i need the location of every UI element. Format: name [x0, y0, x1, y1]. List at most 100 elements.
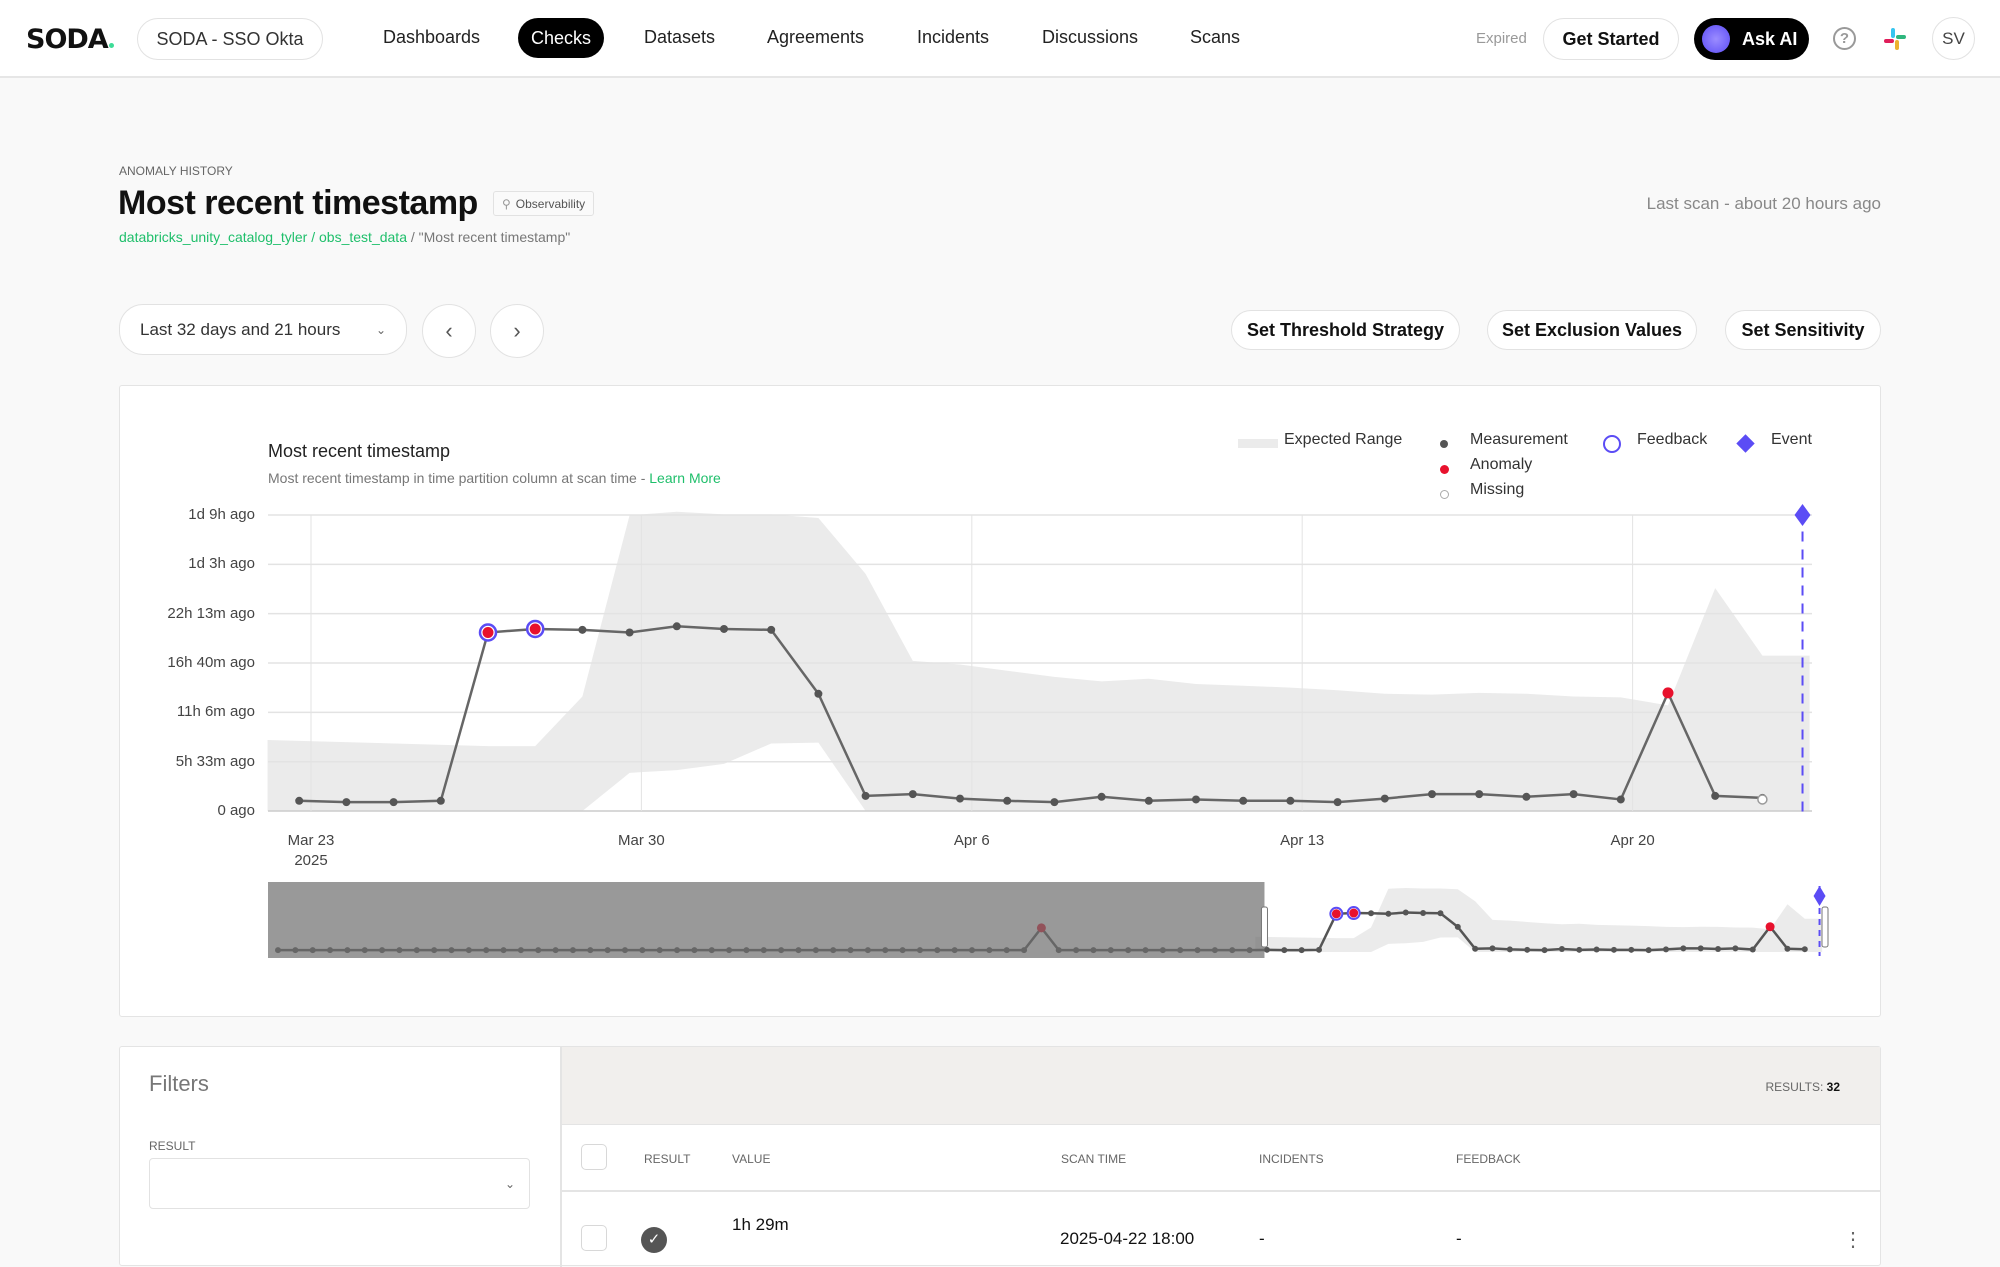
org-switcher[interactable]: SODA - SSO Okta	[137, 18, 323, 60]
page-eyebrow: ANOMALY HISTORY	[119, 164, 233, 178]
license-status: Expired	[1476, 30, 1527, 47]
navigator-point	[1281, 947, 1288, 954]
navigator-point	[1749, 946, 1756, 953]
measurement-point	[1003, 796, 1012, 805]
ai-icon	[1702, 25, 1730, 53]
nav-incidents[interactable]: Incidents	[917, 27, 990, 47]
row-scan-time: 2025-04-22 18:00	[1060, 1229, 1195, 1248]
measurement-dot-icon	[1440, 440, 1448, 448]
pass-check-icon: ✓	[641, 1227, 667, 1253]
measurement-point	[1616, 795, 1625, 804]
x-tick-label: Mar 30	[618, 832, 665, 849]
chevron-down-icon: ⌄	[504, 1176, 515, 1191]
column-incidents[interactable]: INCIDENTS	[1259, 1152, 1324, 1166]
legend-feedback[interactable]: Feedback	[1637, 431, 1708, 448]
anomaly-point	[529, 623, 541, 635]
measurement-point	[1286, 796, 1295, 805]
measurement-point	[342, 798, 351, 807]
soda-logo[interactable]: SODA	[26, 24, 114, 55]
expected-range-band	[267, 511, 1810, 811]
measurement-point	[1050, 798, 1059, 807]
missing-dot-icon	[1440, 490, 1449, 499]
y-tick-label: 11h 6m ago	[176, 703, 255, 721]
nav-agreements[interactable]: Agreements	[767, 27, 865, 47]
navigator-point	[1263, 946, 1270, 953]
navigator-point	[1402, 909, 1409, 916]
anomaly-dot-icon	[1440, 465, 1449, 474]
row-feedback: -	[1456, 1229, 1462, 1248]
y-tick-label: 16h 40m ago	[167, 653, 255, 671]
help-icon[interactable]: ?	[1833, 27, 1856, 50]
navigator-anomaly-point	[1765, 922, 1775, 932]
column-scan-time[interactable]: SCAN TIME	[1061, 1152, 1127, 1166]
navigator-point	[1298, 947, 1305, 954]
measurement-point	[1428, 790, 1436, 799]
legend-measurement[interactable]: Measurement	[1470, 431, 1568, 448]
nav-datasets[interactable]: Datasets	[644, 27, 716, 47]
anomaly-chart-card: Most recent timestamp Most recent timest…	[119, 385, 1881, 1017]
navigator-anomaly-point	[1349, 908, 1359, 918]
navigator-left-handle	[1260, 906, 1268, 948]
user-avatar[interactable]: SV	[1932, 17, 1975, 60]
chart-plot[interactable]	[120, 386, 1882, 1018]
breadcrumb-dataset[interactable]: obs_test_data	[319, 229, 407, 245]
x-tick-label: Apr 6	[953, 832, 990, 849]
set-threshold-strategy-button[interactable]: Set Threshold Strategy	[1231, 310, 1460, 350]
get-started-button[interactable]: Get Started	[1543, 18, 1679, 60]
measurement-point	[1144, 796, 1153, 805]
legend-expected-range[interactable]: Expected Range	[1284, 431, 1403, 448]
learn-more-link[interactable]: Learn More	[649, 470, 721, 486]
x-tick-year: 2025	[294, 852, 328, 869]
navigator-point	[1316, 946, 1322, 953]
breadcrumb-check: "Most recent timestamp"	[418, 229, 571, 245]
navigator-point	[1697, 945, 1704, 952]
legend-missing[interactable]: Missing	[1470, 481, 1525, 498]
navigator-point	[1645, 947, 1652, 954]
legend-event[interactable]: Event	[1771, 431, 1812, 448]
measurement-point	[1569, 790, 1578, 799]
navigator-point	[1506, 946, 1513, 953]
expected-range-swatch	[1238, 439, 1278, 448]
breadcrumb-datasource[interactable]: databricks_unity_catalog_tyler	[119, 229, 308, 245]
nav-dashboards[interactable]: Dashboards	[383, 27, 481, 47]
navigator-point	[1489, 945, 1496, 952]
chevron-down-icon: ⌄	[375, 322, 386, 337]
measurement-point	[1333, 798, 1342, 807]
measurement-point	[1097, 792, 1106, 801]
legend-anomaly[interactable]: Anomaly	[1470, 456, 1533, 473]
slack-icon[interactable]	[1884, 28, 1906, 50]
result-filter-label: RESULT	[149, 1139, 196, 1153]
select-all-checkbox[interactable]	[581, 1144, 607, 1170]
set-exclusion-values-button[interactable]: Set Exclusion Values	[1487, 310, 1697, 350]
row-menu-icon[interactable]: ⋮	[1843, 1229, 1863, 1251]
navigator-point	[1628, 946, 1635, 953]
nav-checks[interactable]: Checks	[518, 18, 605, 58]
chart-title: Most recent timestamp	[268, 441, 451, 461]
column-result[interactable]: RESULT	[644, 1152, 691, 1166]
anomaly-point	[482, 627, 494, 639]
anomaly-point	[1662, 687, 1674, 699]
navigator-point	[1437, 910, 1444, 917]
previous-period-button[interactable]: ‹	[422, 304, 476, 358]
measurement-point	[814, 689, 823, 698]
navigator-point	[1385, 910, 1392, 917]
next-period-button[interactable]: ›	[490, 304, 544, 358]
column-feedback[interactable]: FEEDBACK	[1456, 1152, 1521, 1166]
result-filter-select[interactable]: ⌄	[149, 1158, 530, 1209]
ask-ai-button[interactable]: Ask AI	[1694, 18, 1809, 60]
column-value[interactable]: VALUE	[732, 1152, 771, 1166]
nav-scans[interactable]: Scans	[1190, 27, 1241, 47]
measurement-point	[1239, 796, 1248, 805]
measurement-point	[389, 798, 398, 807]
nav-discussions[interactable]: Discussions	[1042, 27, 1139, 47]
date-range-select[interactable]: Last 32 days and 21 hours ⌄	[119, 304, 407, 355]
set-sensitivity-button[interactable]: Set Sensitivity	[1725, 310, 1881, 350]
x-tick-label: Mar 23	[287, 832, 335, 849]
results-count: RESULTS: 32	[1765, 1080, 1841, 1094]
chevron-left-icon: ‹	[445, 318, 453, 343]
measurement-point	[436, 796, 445, 805]
navigator-point	[1368, 910, 1375, 917]
missing-point	[1757, 794, 1768, 805]
measurement-point	[767, 625, 776, 634]
row-checkbox[interactable]	[581, 1225, 607, 1251]
